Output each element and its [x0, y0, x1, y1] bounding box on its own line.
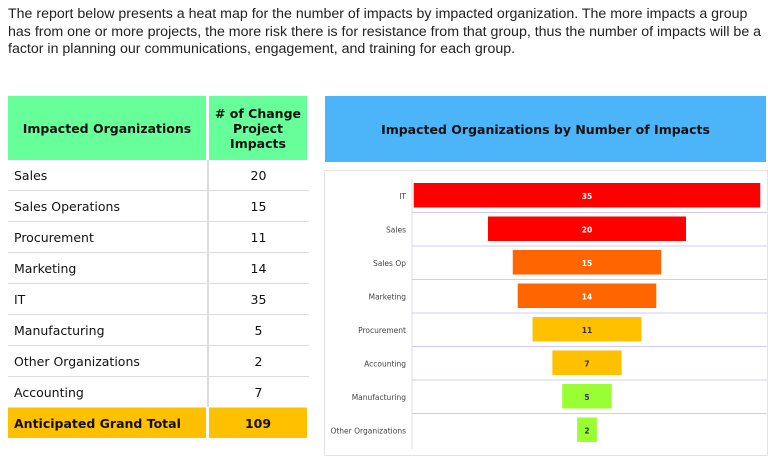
bar — [512, 250, 662, 275]
table-row: Marketing 14 — [8, 252, 309, 284]
chart-title: Impacted Organizations by Number of Impa… — [325, 96, 766, 162]
impact-count: 35 — [207, 283, 309, 315]
category-label: IT — [399, 192, 406, 201]
funnel-chart: IT 35 Sales 20 Sales Op 15 Marketing 14 Procurem… — [324, 170, 768, 456]
data-label: 14 — [582, 292, 592, 301]
impact-count: 14 — [207, 252, 309, 284]
data-label: 7 — [584, 359, 589, 368]
total-label: Anticipated Grand Total — [8, 407, 209, 438]
bar — [517, 283, 657, 308]
bar — [552, 350, 622, 375]
table-row: Procurement 11 — [8, 221, 309, 253]
org-name: IT — [8, 283, 209, 315]
total-value: 109 — [207, 407, 310, 438]
bar — [562, 384, 612, 409]
org-name: Procurement — [8, 221, 209, 253]
impact-count: 11 — [207, 221, 309, 253]
category-label: Procurement — [358, 326, 406, 335]
header-impacts: # of Change Project Impacts — [207, 96, 310, 160]
org-name: Accounting — [8, 376, 209, 408]
category-label: Manufacturing — [352, 393, 407, 402]
category-label: Other Organizations — [330, 426, 406, 435]
category-label: Accounting — [364, 359, 406, 368]
bar — [488, 216, 686, 241]
data-label: 2 — [584, 426, 589, 435]
org-name: Sales Operations — [8, 190, 209, 222]
impacts-table: Impacted Organizations # of Change Proje… — [8, 96, 310, 438]
data-label: 20 — [582, 225, 592, 234]
impact-count: 5 — [207, 314, 309, 346]
table-row: Manufacturing 5 — [8, 314, 309, 346]
bar — [532, 317, 642, 342]
bar — [577, 417, 597, 442]
category-label: Marketing — [369, 292, 407, 301]
table-row: Accounting 7 — [8, 376, 309, 408]
header-organizations: Impacted Organizations — [8, 96, 209, 160]
category-label: Sales Op — [373, 259, 406, 268]
table-row: Other Organizations 2 — [8, 345, 309, 377]
org-name: Marketing — [8, 252, 209, 284]
data-label: 35 — [582, 192, 592, 201]
org-name: Manufacturing — [8, 314, 209, 346]
impact-count: 7 — [207, 376, 309, 408]
total-row: Anticipated Grand Total 109 — [8, 407, 310, 438]
table-row: IT 35 — [8, 283, 309, 315]
impact-count: 2 — [207, 345, 309, 377]
org-name: Sales — [8, 160, 209, 191]
category-label: Sales — [386, 225, 406, 234]
impact-count: 20 — [207, 160, 309, 191]
bar — [413, 183, 761, 208]
impact-count: 15 — [207, 190, 309, 222]
org-name: Other Organizations — [8, 345, 209, 377]
data-label: 5 — [584, 393, 589, 402]
chart-svg: IT 35 Sales 20 Sales Op 15 Marketing 14 Procurem… — [330, 179, 767, 449]
table-row: Sales 20 — [8, 160, 309, 191]
intro-text: The report below presents a heat map for… — [8, 6, 762, 57]
data-label: 15 — [582, 259, 592, 268]
data-label: 11 — [582, 326, 592, 335]
table-row: Sales Operations 15 — [8, 190, 309, 222]
